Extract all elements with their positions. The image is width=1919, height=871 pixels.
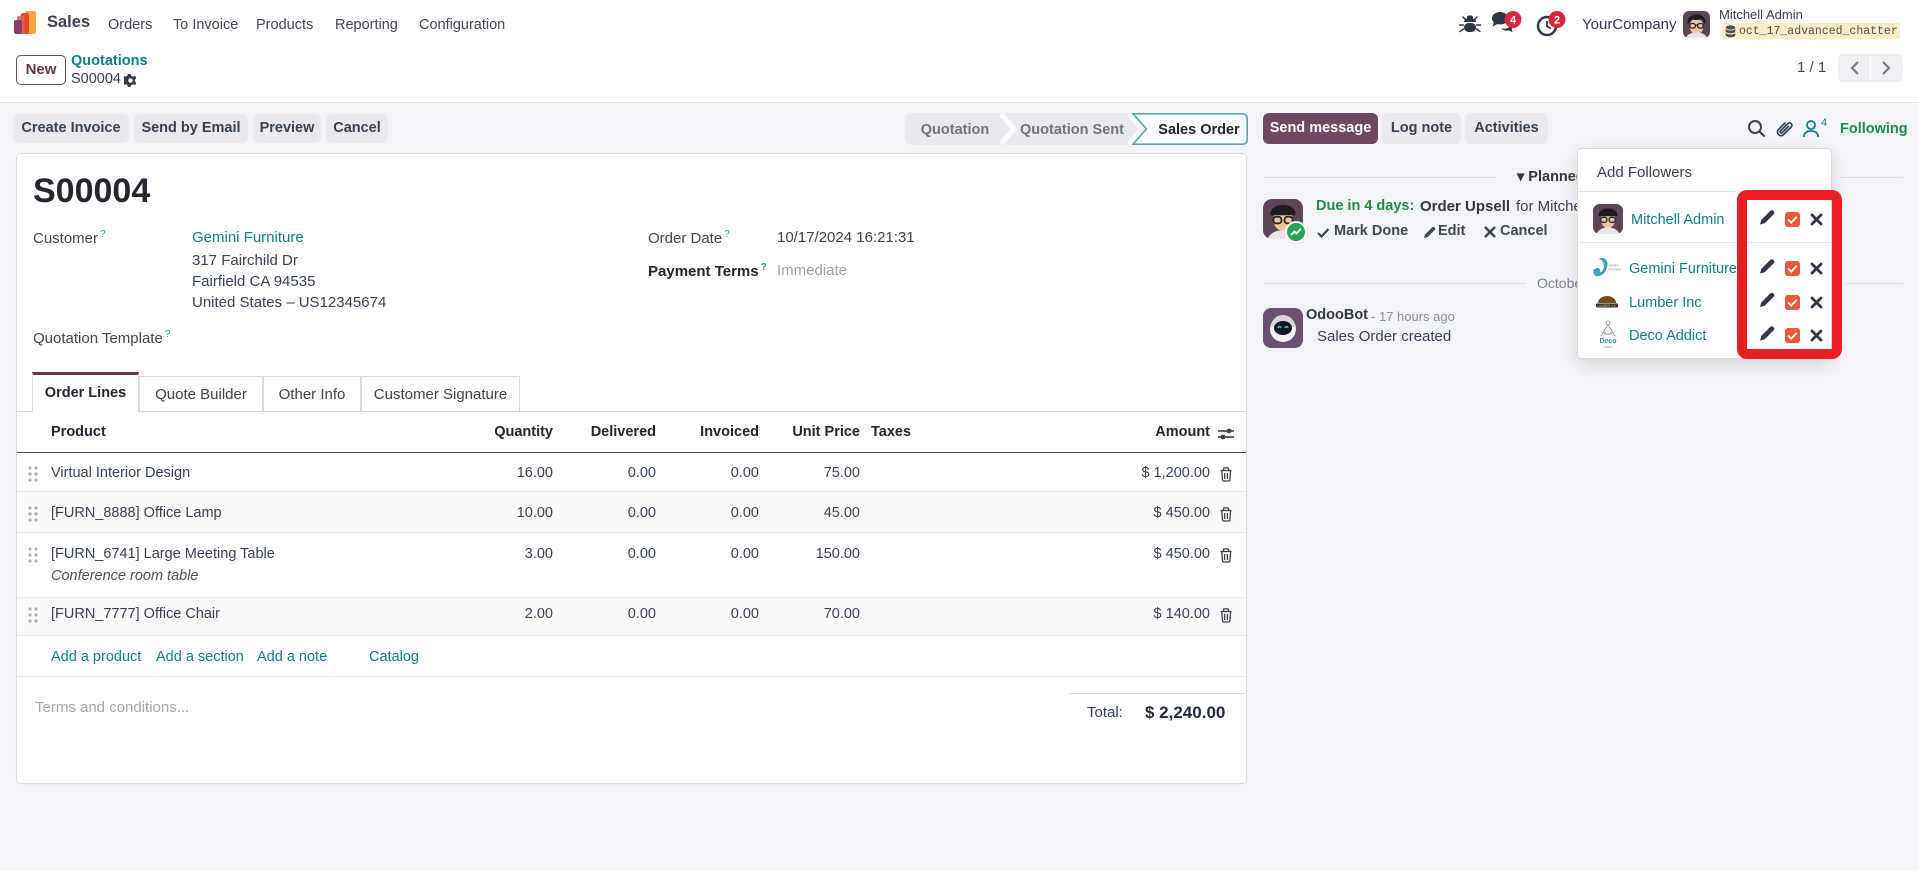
svg-text:LUMBER INC: LUMBER INC — [1597, 304, 1617, 308]
svg-text:Sales Order: Sales Order — [1158, 122, 1240, 138]
svg-text:Gemini: Gemini — [1609, 264, 1619, 268]
svg-text:4: 4 — [1821, 117, 1827, 129]
svg-text:Quotation: Quotation — [921, 122, 989, 138]
svg-text:2: 2 — [1554, 15, 1560, 27]
svg-text:Addict: Addict — [1603, 345, 1612, 349]
svg-text:Deco: Deco — [1599, 338, 1616, 345]
svg-text:4: 4 — [1510, 15, 1517, 27]
svg-text:Quotation Sent: Quotation Sent — [1020, 122, 1124, 138]
svg-text:Furniture: Furniture — [1609, 268, 1622, 272]
